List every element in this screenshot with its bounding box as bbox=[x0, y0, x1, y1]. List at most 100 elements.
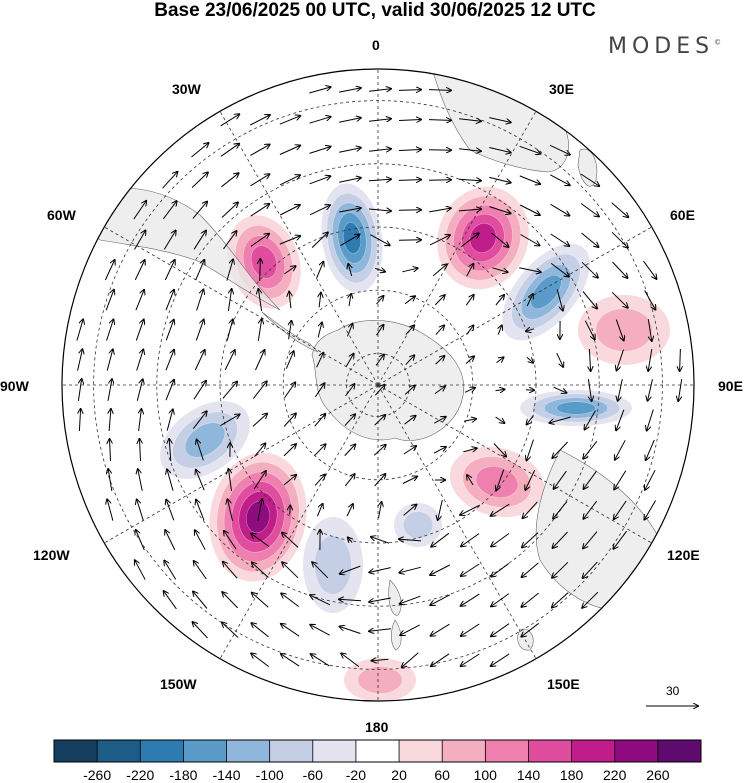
wind-arrow bbox=[282, 533, 299, 548]
anomaly-contour bbox=[343, 222, 361, 254]
reference-vector-label: 30 bbox=[666, 684, 680, 698]
wind-arrow bbox=[140, 439, 141, 462]
wind-arrow bbox=[589, 348, 590, 371]
wind-arrow bbox=[194, 350, 204, 371]
wind-arrow bbox=[279, 205, 300, 216]
contour-line bbox=[238, 491, 278, 543]
wind-arrow bbox=[374, 385, 384, 396]
wind-arrow bbox=[164, 591, 177, 610]
anomaly-a10 bbox=[303, 517, 363, 613]
wind-arrow bbox=[196, 290, 204, 311]
wind-arrow bbox=[491, 232, 509, 247]
wind-arrow bbox=[678, 379, 683, 401]
wind-arrow bbox=[229, 469, 232, 491]
wind-arrow bbox=[309, 87, 330, 94]
wind-arrow bbox=[345, 384, 355, 397]
wind-arrow bbox=[463, 419, 476, 421]
wind-arrow bbox=[162, 201, 176, 220]
wind-arrow bbox=[107, 499, 114, 521]
land-new-zealand-south bbox=[391, 619, 402, 651]
wind-arrow bbox=[316, 353, 324, 368]
colorbar-segment bbox=[399, 740, 443, 762]
wind-arrow bbox=[309, 147, 331, 154]
wind-arrow bbox=[193, 622, 208, 639]
wind-arrow bbox=[648, 349, 653, 371]
wind-arrow bbox=[522, 532, 539, 548]
wind-arrow bbox=[222, 382, 237, 399]
wind-arrow bbox=[556, 352, 563, 367]
latitude-circle bbox=[282, 289, 474, 481]
wind-arrow bbox=[584, 470, 597, 489]
wind-arrow bbox=[376, 325, 384, 336]
colorbar-tick-label: -140 bbox=[212, 767, 241, 783]
wind-arrow bbox=[428, 90, 451, 91]
wind-arrow bbox=[554, 470, 567, 489]
wind-arrow bbox=[519, 175, 540, 184]
wind-arrow bbox=[460, 504, 481, 515]
lon-label-90w: 90W bbox=[0, 378, 29, 394]
wind-arrow bbox=[491, 623, 510, 637]
wind-arrow bbox=[251, 534, 270, 547]
wind-arrow bbox=[648, 379, 653, 400]
wind-arrow bbox=[135, 290, 144, 311]
wind-arrow bbox=[614, 470, 627, 490]
wind-arrow bbox=[77, 349, 83, 371]
wind-arrow bbox=[283, 414, 296, 427]
wind-arrow bbox=[347, 324, 353, 337]
brand-text: MODES bbox=[608, 34, 715, 59]
wind-arrow bbox=[196, 470, 205, 491]
wind-arrow bbox=[405, 355, 415, 366]
wind-arrow bbox=[581, 261, 598, 277]
wind-arrow bbox=[403, 505, 417, 516]
wind-arrow bbox=[611, 202, 629, 217]
wind-arrow bbox=[369, 629, 391, 632]
wind-arrow bbox=[647, 319, 651, 341]
wind-arrow bbox=[370, 234, 389, 246]
wind-arrow bbox=[194, 561, 207, 580]
wind-arrow bbox=[250, 204, 269, 217]
wind-arrow bbox=[165, 290, 174, 311]
wind-arrow bbox=[340, 565, 361, 574]
wind-arrow bbox=[255, 350, 265, 371]
wind-arrow bbox=[612, 261, 628, 278]
wind-arrow bbox=[438, 499, 443, 520]
wind-arrow bbox=[429, 235, 450, 246]
wind-arrow bbox=[290, 506, 291, 515]
wind-arrow bbox=[195, 260, 205, 281]
colorbar-tick-label: 220 bbox=[603, 767, 627, 783]
wind-arrow bbox=[282, 562, 299, 579]
colorbar-segment bbox=[140, 740, 184, 762]
lon-label-120w: 120W bbox=[33, 547, 70, 563]
wind-arrow bbox=[464, 388, 475, 393]
contour-line bbox=[445, 195, 521, 281]
wind-arrow bbox=[489, 147, 510, 153]
wind-arrow bbox=[553, 386, 567, 393]
meridian-line bbox=[377, 226, 652, 386]
wind-arrow bbox=[526, 294, 533, 307]
wind-arrow bbox=[399, 566, 421, 572]
land-madagascar bbox=[577, 148, 598, 187]
wind-arrow bbox=[615, 319, 623, 341]
contour-line bbox=[242, 235, 286, 289]
wind-arrow bbox=[582, 291, 597, 309]
wind-arrow bbox=[260, 259, 261, 282]
colorbar-tick-label: -100 bbox=[255, 767, 284, 783]
wind-arrow bbox=[340, 234, 360, 247]
wind-arrow bbox=[165, 530, 176, 551]
colorbar-tick-label: -260 bbox=[83, 767, 112, 783]
wind-arrow bbox=[137, 500, 144, 521]
wind-arrow bbox=[611, 231, 628, 247]
wind-arrow bbox=[289, 292, 291, 309]
wind-arrow bbox=[583, 561, 598, 578]
lon-label-30w: 30W bbox=[172, 81, 201, 97]
wind-arrow bbox=[521, 592, 539, 607]
wind-arrow bbox=[400, 595, 421, 604]
wind-arrow bbox=[431, 532, 450, 546]
wind-arrow bbox=[550, 174, 569, 185]
wind-arrow bbox=[434, 417, 445, 424]
anomaly-a9 bbox=[209, 452, 307, 582]
contour-line bbox=[337, 212, 367, 264]
meridian-line bbox=[219, 384, 379, 659]
contour-line bbox=[531, 393, 621, 423]
wind-arrow bbox=[250, 145, 269, 156]
